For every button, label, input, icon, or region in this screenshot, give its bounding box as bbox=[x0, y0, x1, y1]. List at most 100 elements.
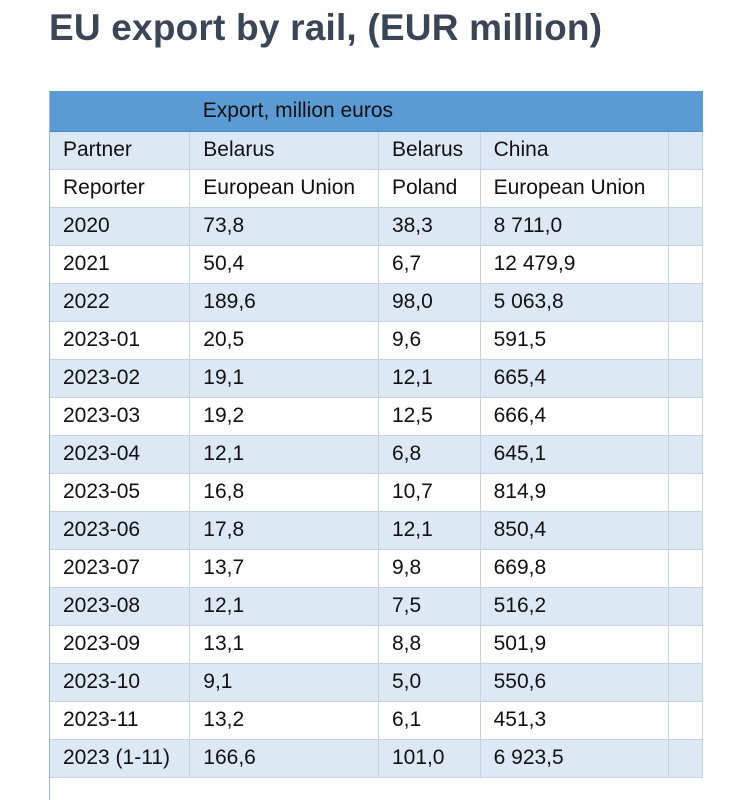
row-value-cell: 101,0 bbox=[378, 739, 481, 778]
row-period-cell: 2023-07 bbox=[50, 549, 191, 588]
row-value-cell: 9,6 bbox=[378, 321, 481, 360]
row-value-cell: 13,7 bbox=[189, 549, 379, 588]
row-value-cell: 850,4 bbox=[480, 511, 670, 550]
row-overflow-cell bbox=[668, 207, 703, 246]
partner-row: Partner Belarus Belarus China bbox=[50, 131, 703, 170]
page-title: EU export by rail, (EUR million) bbox=[49, 7, 603, 48]
row-value-cell: 17,8 bbox=[189, 511, 379, 550]
row-value-cell: 73,8 bbox=[189, 207, 379, 246]
row-value-cell: 451,3 bbox=[480, 701, 670, 740]
table-row: 2020 73,8 38,3 8 711,0 bbox=[50, 207, 703, 246]
table-row: 2023-01 20,5 9,6 591,5 bbox=[50, 321, 703, 360]
row-value-cell: 666,4 bbox=[480, 397, 670, 436]
table-row: 2022 189,6 98,0 5 063,8 bbox=[50, 283, 703, 322]
row-value-cell: 9,8 bbox=[378, 549, 481, 588]
reporter-cell: Poland bbox=[378, 169, 481, 208]
row-period-cell: 2023 (1-11) bbox=[50, 739, 191, 778]
row-value-cell: 19,1 bbox=[189, 359, 379, 398]
reporter-cell-overflow bbox=[668, 169, 703, 208]
row-period-cell: 2023-03 bbox=[50, 397, 191, 436]
row-overflow-cell bbox=[668, 739, 703, 778]
row-period-cell: 2022 bbox=[50, 283, 191, 322]
row-period-cell: 2023-11 bbox=[50, 701, 191, 740]
row-overflow-cell bbox=[668, 321, 703, 360]
row-period-cell: 2023-06 bbox=[50, 511, 191, 550]
row-value-cell: 189,6 bbox=[189, 283, 379, 322]
row-value-cell: 669,8 bbox=[480, 549, 670, 588]
table-row: 2023 (1-11) 166,6 101,0 6 923,5 bbox=[50, 739, 703, 778]
table-row: 2023-11 13,2 6,1 451,3 bbox=[50, 701, 703, 740]
row-value-cell: 12,1 bbox=[189, 435, 379, 474]
partner-cell: Partner bbox=[50, 131, 191, 170]
row-value-cell: 8 711,0 bbox=[480, 207, 670, 246]
row-value-cell: 12,1 bbox=[378, 511, 481, 550]
table-row: 2023-04 12,1 6,8 645,1 bbox=[50, 435, 703, 474]
table-row: 2021 50,4 6,7 12 479,9 bbox=[50, 245, 703, 284]
reporter-row: Reporter European Union Poland European … bbox=[50, 169, 703, 208]
row-value-cell: 645,1 bbox=[480, 435, 670, 474]
row-period-cell: 2021 bbox=[50, 245, 191, 284]
row-value-cell: 550,6 bbox=[480, 663, 670, 702]
row-value-cell: 501,9 bbox=[480, 625, 670, 664]
row-period-cell: 2023-10 bbox=[50, 663, 191, 702]
row-value-cell: 10,7 bbox=[378, 473, 481, 512]
row-value-cell: 13,1 bbox=[189, 625, 379, 664]
partner-cell: Belarus bbox=[189, 131, 379, 170]
row-value-cell: 166,6 bbox=[189, 739, 379, 778]
table-row: 2023-05 16,8 10,7 814,9 bbox=[50, 473, 703, 512]
row-value-cell: 12 479,9 bbox=[480, 245, 670, 284]
table-row: 2023-02 19,1 12,1 665,4 bbox=[50, 359, 703, 398]
row-period-cell: 2023-08 bbox=[50, 587, 191, 626]
table-row: 2023-07 13,7 9,8 669,8 bbox=[50, 549, 703, 588]
row-overflow-cell bbox=[668, 587, 703, 626]
table-row: 2023-10 9,1 5,0 550,6 bbox=[50, 663, 703, 702]
partner-cell-overflow bbox=[668, 131, 703, 170]
row-value-cell: 5,0 bbox=[378, 663, 481, 702]
reporter-cell: European Union bbox=[480, 169, 670, 208]
row-value-cell: 12,1 bbox=[189, 587, 379, 626]
table-band-row: Export, million euros bbox=[50, 91, 703, 132]
row-period-cell: 2023-02 bbox=[50, 359, 191, 398]
row-value-cell: 16,8 bbox=[189, 473, 379, 512]
row-overflow-cell bbox=[668, 549, 703, 588]
partner-cell: Belarus bbox=[378, 131, 481, 170]
row-overflow-cell bbox=[668, 435, 703, 474]
row-value-cell: 6,8 bbox=[378, 435, 481, 474]
row-value-cell: 6,1 bbox=[378, 701, 481, 740]
row-value-cell: 6,7 bbox=[378, 245, 481, 284]
row-period-cell: 2023-09 bbox=[50, 625, 191, 664]
partner-cell: China bbox=[480, 131, 670, 170]
row-value-cell: 50,4 bbox=[189, 245, 379, 284]
table-container: Export, million euros Partner Belarus Be… bbox=[49, 91, 703, 800]
row-value-cell: 591,5 bbox=[480, 321, 670, 360]
row-value-cell: 516,2 bbox=[480, 587, 670, 626]
table-row: 2023-08 12,1 7,5 516,2 bbox=[50, 587, 703, 626]
row-overflow-cell bbox=[668, 663, 703, 702]
row-period-cell: 2023-04 bbox=[50, 435, 191, 474]
row-value-cell: 5 063,8 bbox=[480, 283, 670, 322]
row-overflow-cell bbox=[668, 245, 703, 284]
row-value-cell: 665,4 bbox=[480, 359, 670, 398]
table-row: 2023-09 13,1 8,8 501,9 bbox=[50, 625, 703, 664]
row-period-cell: 2023-05 bbox=[50, 473, 191, 512]
reporter-cell: Reporter bbox=[50, 169, 191, 208]
row-value-cell: 6 923,5 bbox=[480, 739, 670, 778]
row-value-cell: 13,2 bbox=[189, 701, 379, 740]
table-row: 2023-06 17,8 12,1 850,4 bbox=[50, 511, 703, 550]
table-body: Partner Belarus Belarus China Reporter E… bbox=[50, 131, 703, 778]
table-row: 2023-03 19,2 12,5 666,4 bbox=[50, 397, 703, 436]
row-overflow-cell bbox=[668, 625, 703, 664]
row-overflow-cell bbox=[668, 701, 703, 740]
row-value-cell: 98,0 bbox=[378, 283, 481, 322]
row-value-cell: 814,9 bbox=[480, 473, 670, 512]
row-value-cell: 8,8 bbox=[378, 625, 481, 664]
reporter-cell: European Union bbox=[189, 169, 379, 208]
row-value-cell: 7,5 bbox=[378, 587, 481, 626]
band-spacer bbox=[50, 91, 190, 132]
row-overflow-cell bbox=[668, 511, 703, 550]
row-period-cell: 2020 bbox=[50, 207, 191, 246]
row-value-cell: 20,5 bbox=[189, 321, 379, 360]
row-value-cell: 38,3 bbox=[378, 207, 481, 246]
export-table: Export, million euros Partner Belarus Be… bbox=[50, 91, 703, 778]
